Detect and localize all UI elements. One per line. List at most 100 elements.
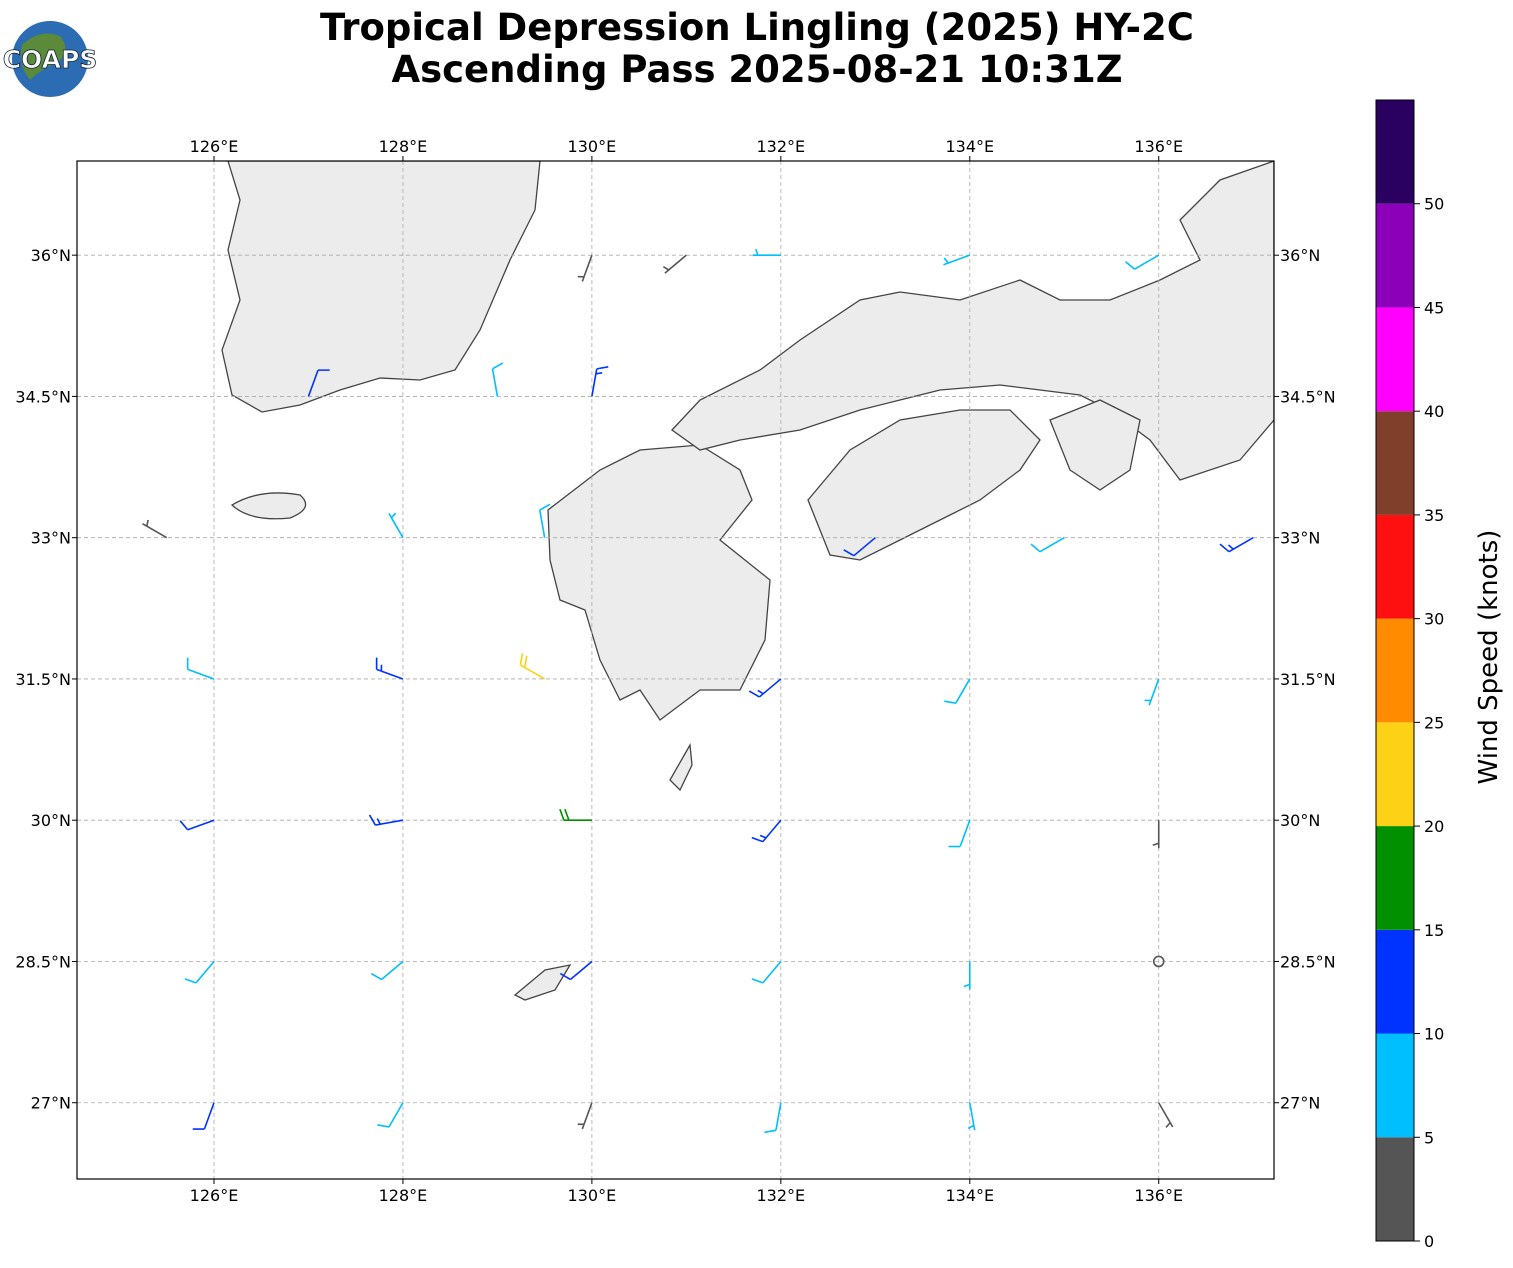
colorbar-bin	[1376, 515, 1414, 619]
wind-barb	[578, 255, 592, 281]
wind-barb	[949, 820, 970, 846]
colorbar-bin	[1376, 1137, 1414, 1241]
colorbar-bin	[1376, 307, 1414, 411]
barb-staff	[493, 369, 498, 397]
barb-staff	[570, 961, 591, 979]
barb-staff	[960, 820, 970, 846]
barb-half	[377, 819, 380, 825]
barb-feather	[493, 363, 503, 369]
x-tick-label: 130°E	[568, 1186, 617, 1205]
barb-staff	[1134, 255, 1158, 269]
y-tick-label: 28.5°N	[15, 952, 71, 971]
colorbar-tick-label: 5	[1424, 1128, 1434, 1147]
barb-staff	[763, 961, 781, 982]
barb-feather	[185, 979, 196, 983]
colorbar-bin	[1376, 1034, 1414, 1138]
barb-half	[1166, 1123, 1170, 1128]
y-tick-label-right: 36°N	[1280, 246, 1320, 265]
colorbar-label: Wind Speed (knots)	[1474, 530, 1504, 785]
barb-half	[944, 258, 948, 263]
wind-barb	[389, 513, 403, 538]
barb-feather	[749, 691, 759, 697]
wind-barb	[968, 1103, 974, 1131]
barb-feather	[520, 653, 522, 665]
land	[222, 161, 1274, 1000]
colorbar-bin	[1376, 619, 1414, 723]
colorbar-tick-label: 30	[1424, 610, 1444, 629]
barb-feather	[371, 974, 381, 980]
x-tick-label: 136°E	[1134, 1186, 1183, 1205]
wind-barb	[188, 658, 214, 679]
colorbar-tick-label: 50	[1424, 195, 1444, 214]
wind-barb	[592, 367, 608, 397]
barb-staff	[204, 1103, 214, 1129]
barb-half	[147, 520, 148, 526]
barb-staff	[540, 510, 545, 538]
barb-staff	[956, 679, 970, 703]
y-tick-label-right: 30°N	[1280, 811, 1320, 830]
wind-barb	[377, 1103, 403, 1127]
wind-barb	[943, 255, 969, 265]
x-tick-label: 126°E	[190, 1186, 239, 1205]
x-tick-label: 132°E	[757, 1186, 806, 1205]
y-tick-label-right: 33°N	[1280, 529, 1320, 548]
barb-half	[663, 267, 668, 270]
tanegashima	[670, 745, 692, 790]
wind-barb	[764, 1103, 780, 1133]
colorbar-bin	[1376, 930, 1414, 1034]
barb-half	[1153, 843, 1159, 845]
barb-half	[1229, 545, 1234, 549]
colorbar-tick-label: 10	[1424, 1025, 1444, 1044]
wind-barb	[578, 1103, 592, 1129]
wind-barb	[1126, 255, 1159, 269]
korea	[222, 161, 540, 412]
barb-half	[391, 513, 395, 518]
colorbar-bin	[1376, 722, 1414, 826]
colorbar-tick-label: 15	[1424, 921, 1444, 940]
wind-barb	[377, 658, 403, 679]
y-tick-label-right: 34.5°N	[1280, 387, 1336, 406]
wind-barb	[1145, 679, 1159, 705]
colorbar-tick-label: 45	[1424, 298, 1444, 317]
colorbar-bin	[1376, 204, 1414, 308]
wind-barb	[749, 679, 781, 697]
wind-barb	[371, 961, 403, 979]
barb-staff	[389, 1103, 403, 1127]
chart-subtitle: Ascending Pass 2025-08-21 10:31Z	[391, 48, 1122, 91]
barb-feather	[1126, 262, 1135, 270]
kii	[1050, 400, 1140, 490]
x-tick-label-top: 128°E	[379, 137, 428, 156]
barb-feather	[1220, 544, 1229, 552]
x-tick-label: 134°E	[945, 1186, 994, 1205]
chart-title: Tropical Depression Lingling (2025) HY-2…	[320, 6, 1194, 49]
x-tick-label-top: 130°E	[568, 137, 617, 156]
colorbar-tick-label: 0	[1424, 1232, 1434, 1251]
x-tick-label-top: 136°E	[1134, 137, 1183, 156]
barb-staff	[188, 820, 214, 830]
barb-staff	[381, 961, 402, 979]
wind-barb	[964, 961, 970, 989]
y-tick-label-right: 28.5°N	[1280, 952, 1336, 971]
wind-barb	[1220, 538, 1253, 552]
barb-feather	[377, 1125, 389, 1127]
barb-feather	[597, 367, 609, 369]
y-tick-label: 31.5°N	[15, 670, 71, 689]
jeju	[232, 493, 306, 519]
y-tick-label-right: 31.5°N	[1280, 670, 1336, 689]
wind-barb	[180, 820, 214, 830]
barb-feather	[764, 1130, 776, 1132]
barb-feather	[565, 809, 569, 820]
barb-half	[756, 249, 758, 255]
barb-feather	[752, 838, 763, 842]
wind-barb	[560, 809, 592, 820]
wind-barb	[1031, 538, 1064, 552]
colorbar-tick-label: 20	[1424, 817, 1444, 836]
colorbar-tick-label: 40	[1424, 402, 1444, 421]
wind-barb	[663, 255, 686, 273]
x-tick-label-top: 132°E	[757, 137, 806, 156]
barb-feather	[752, 979, 763, 983]
x-tick-label-top: 126°E	[190, 137, 239, 156]
barb-staff	[776, 1103, 781, 1131]
barb-half	[964, 984, 970, 986]
